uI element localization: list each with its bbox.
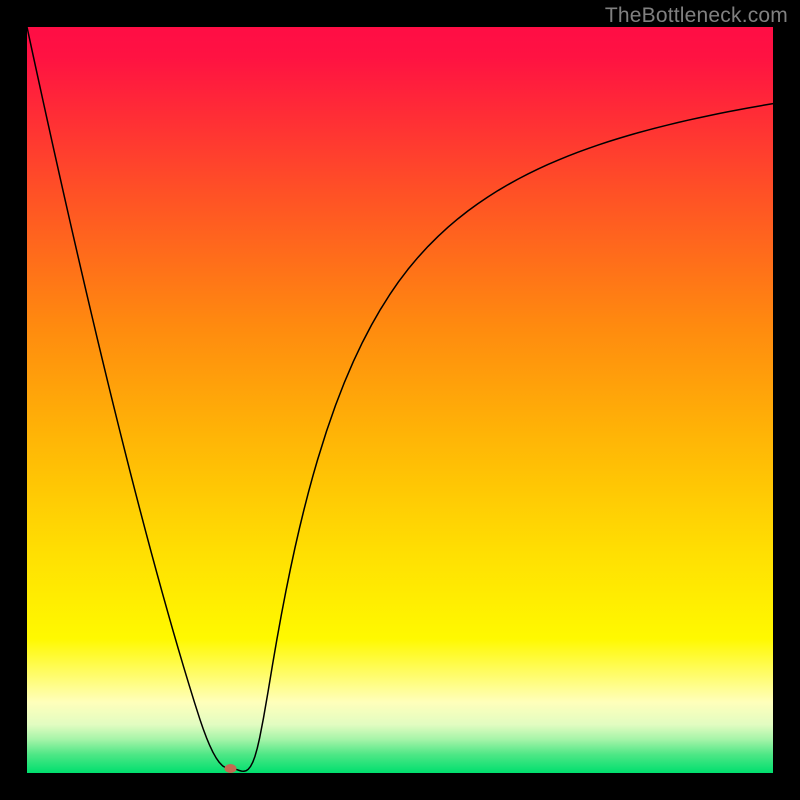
watermark-text: TheBottleneck.com bbox=[605, 4, 788, 28]
chart-plot-area bbox=[27, 27, 773, 773]
bottleneck-chart: TheBottleneck.com bbox=[0, 0, 800, 800]
chart-svg bbox=[0, 0, 800, 800]
optimum-marker bbox=[225, 764, 237, 773]
